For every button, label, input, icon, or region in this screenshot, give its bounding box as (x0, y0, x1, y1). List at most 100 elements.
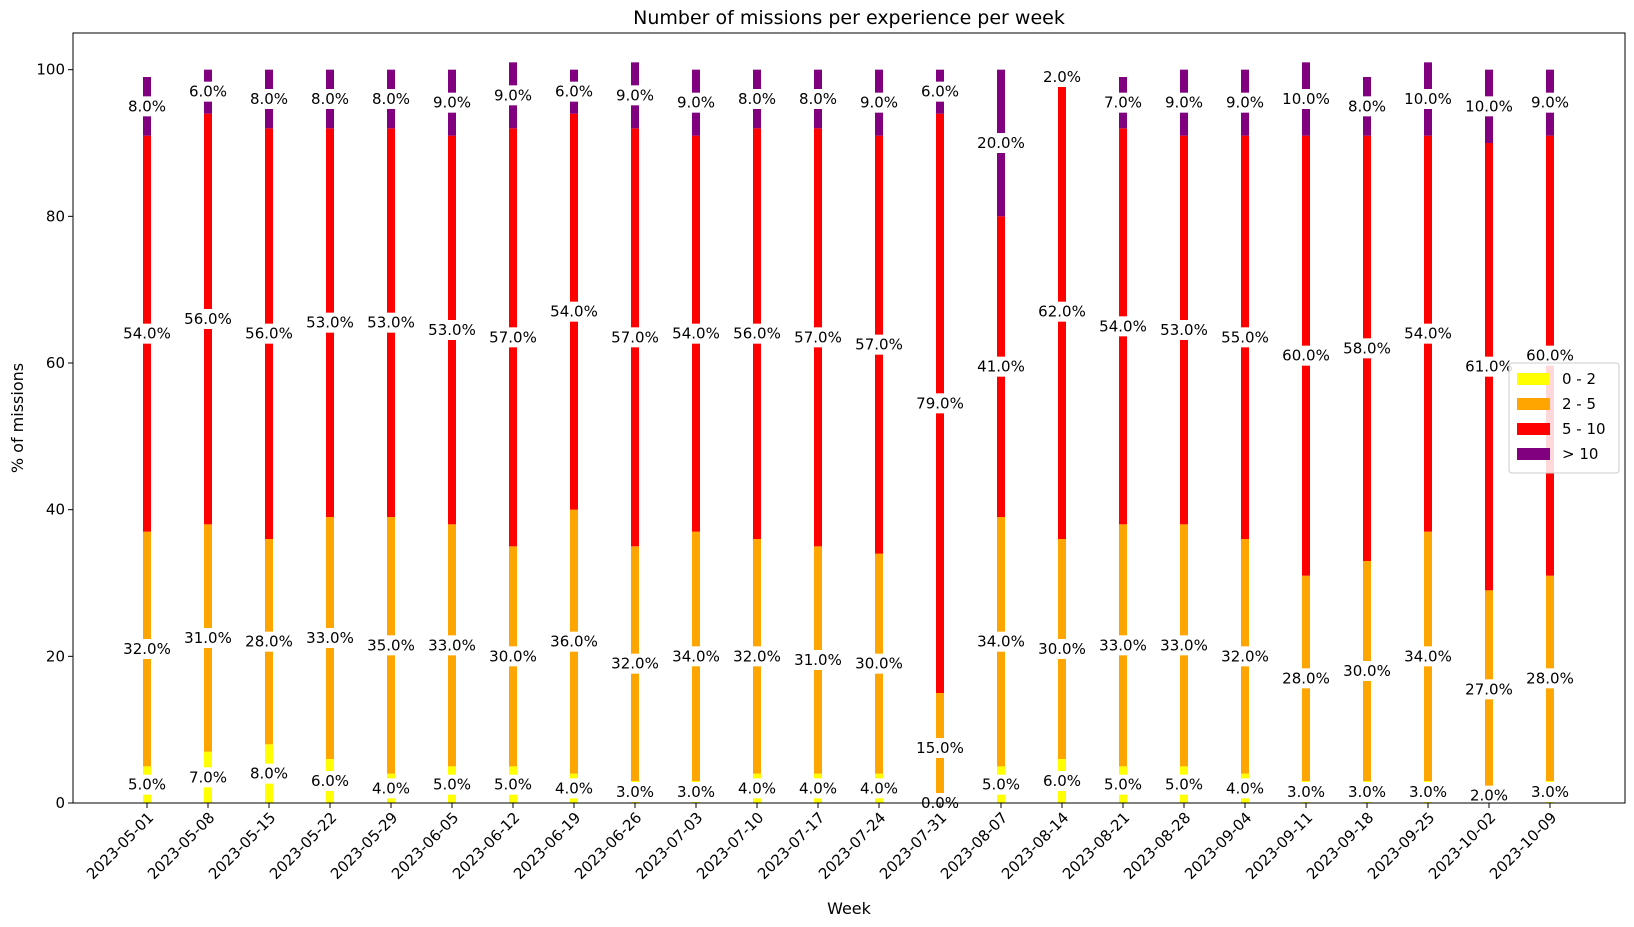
y-tick-label: 60 (46, 354, 65, 372)
svg-text:79.0%: 79.0% (916, 394, 964, 412)
data-label: 34.0% (1401, 646, 1455, 667)
svg-text:32.0%: 32.0% (123, 640, 171, 658)
data-label: 3.0% (612, 782, 658, 802)
svg-text:53.0%: 53.0% (306, 314, 354, 332)
legend-label: 2 - 5 (1562, 395, 1596, 413)
svg-text:5.0%: 5.0% (433, 776, 471, 794)
data-label: 31.0% (181, 628, 235, 648)
svg-text:9.0%: 9.0% (1531, 94, 1569, 112)
data-label: 35.0% (364, 635, 418, 656)
svg-text:54.0%: 54.0% (672, 325, 720, 343)
data-label: 15.0% (913, 738, 967, 758)
svg-text:57.0%: 57.0% (855, 336, 903, 354)
data-label: 5.0% (490, 774, 536, 795)
svg-text:32.0%: 32.0% (733, 647, 781, 665)
data-label: 4.0% (368, 778, 414, 799)
data-label: 7.0% (1100, 92, 1146, 113)
svg-text:10.0%: 10.0% (1282, 90, 1330, 108)
data-label: 41.0% (974, 356, 1028, 377)
data-label: 57.0% (852, 334, 906, 355)
data-labels-group: 5.0% 32.0% 54.0% 8.0% 7.0% 31.0% 56.0% 6.0% 8.0%… (120, 67, 1577, 813)
svg-text:53.0%: 53.0% (1160, 321, 1208, 339)
data-label: 3.0% (1283, 782, 1329, 802)
data-label: 20.0% (974, 133, 1028, 153)
data-label: 28.0% (242, 631, 296, 652)
data-label: 33.0% (303, 628, 357, 648)
svg-text:30.0%: 30.0% (855, 655, 903, 673)
data-label: 53.0% (364, 312, 418, 333)
svg-text:10.0%: 10.0% (1404, 90, 1452, 108)
svg-text:54.0%: 54.0% (550, 303, 598, 321)
data-label: 5.0% (978, 774, 1024, 795)
data-label: 8.0% (124, 96, 170, 117)
svg-text:31.0%: 31.0% (184, 629, 232, 647)
svg-text:34.0%: 34.0% (977, 633, 1025, 651)
data-label: 57.0% (486, 327, 540, 348)
data-label: 56.0% (181, 309, 235, 329)
svg-text:33.0%: 33.0% (1160, 636, 1208, 654)
data-label: 79.0% (913, 393, 967, 414)
data-label: 4.0% (1222, 778, 1268, 799)
data-label: 53.0% (425, 320, 479, 340)
svg-text:56.0%: 56.0% (733, 325, 781, 343)
svg-text:33.0%: 33.0% (1099, 636, 1147, 654)
data-label: 9.0% (429, 92, 475, 113)
legend-swatch (1517, 373, 1550, 385)
data-label: 6.0% (1039, 771, 1085, 791)
data-label: 60.0% (1279, 345, 1333, 366)
data-label: 36.0% (547, 631, 601, 652)
svg-text:27.0%: 27.0% (1465, 680, 1513, 698)
data-label: 54.0% (1401, 323, 1455, 344)
svg-text:34.0%: 34.0% (672, 647, 720, 665)
svg-text:3.0%: 3.0% (1409, 783, 1447, 801)
data-label: 8.0% (368, 89, 414, 109)
data-label: 27.0% (1462, 679, 1516, 700)
svg-text:8.0%: 8.0% (128, 97, 166, 115)
svg-text:3.0%: 3.0% (1531, 783, 1569, 801)
data-label: 9.0% (1161, 92, 1207, 113)
svg-text:28.0%: 28.0% (245, 633, 293, 651)
data-label: 2.0% (1039, 67, 1085, 87)
svg-text:33.0%: 33.0% (306, 629, 354, 647)
data-label: 6.0% (185, 81, 231, 102)
x-axis-label: Week (827, 899, 872, 918)
svg-text:60.0%: 60.0% (1526, 347, 1574, 365)
data-label: 4.0% (795, 778, 841, 799)
y-tick-label: 80 (46, 207, 65, 225)
svg-text:9.0%: 9.0% (433, 94, 471, 112)
data-label: 8.0% (246, 89, 292, 109)
svg-text:4.0%: 4.0% (555, 779, 593, 797)
data-label: 60.0% (1523, 345, 1577, 366)
data-label: 54.0% (120, 323, 174, 344)
svg-text:3.0%: 3.0% (1287, 783, 1325, 801)
data-label: 9.0% (1222, 92, 1268, 113)
data-label: 62.0% (1035, 301, 1089, 322)
data-label: 32.0% (1218, 646, 1272, 667)
svg-text:53.0%: 53.0% (428, 321, 476, 339)
svg-text:5.0%: 5.0% (494, 776, 532, 794)
svg-text:61.0%: 61.0% (1465, 358, 1513, 376)
svg-text:6.0%: 6.0% (311, 772, 349, 790)
svg-text:9.0%: 9.0% (616, 86, 654, 104)
svg-text:20.0%: 20.0% (977, 134, 1025, 152)
data-label: 30.0% (1340, 661, 1394, 681)
data-label: 2.0% (1466, 785, 1512, 806)
svg-text:53.0%: 53.0% (367, 314, 415, 332)
data-label: 32.0% (120, 639, 174, 659)
legend: 0 - 2 2 - 5 5 - 10 > 10 (1508, 362, 1620, 474)
svg-text:56.0%: 56.0% (184, 310, 232, 328)
svg-text:6.0%: 6.0% (921, 83, 959, 101)
data-label: 34.0% (669, 646, 723, 667)
svg-text:56.0%: 56.0% (245, 325, 293, 343)
svg-text:2.0%: 2.0% (1043, 68, 1081, 86)
legend-box (1508, 362, 1620, 474)
svg-text:7.0%: 7.0% (1104, 94, 1142, 112)
svg-text:33.0%: 33.0% (428, 636, 476, 654)
data-label: 9.0% (856, 92, 902, 113)
data-label: 57.0% (608, 327, 662, 348)
svg-text:28.0%: 28.0% (1526, 669, 1574, 687)
svg-text:9.0%: 9.0% (1226, 94, 1264, 112)
svg-text:30.0%: 30.0% (489, 647, 537, 665)
legend-label: 5 - 10 (1562, 420, 1606, 438)
data-label: 28.0% (1279, 668, 1333, 689)
